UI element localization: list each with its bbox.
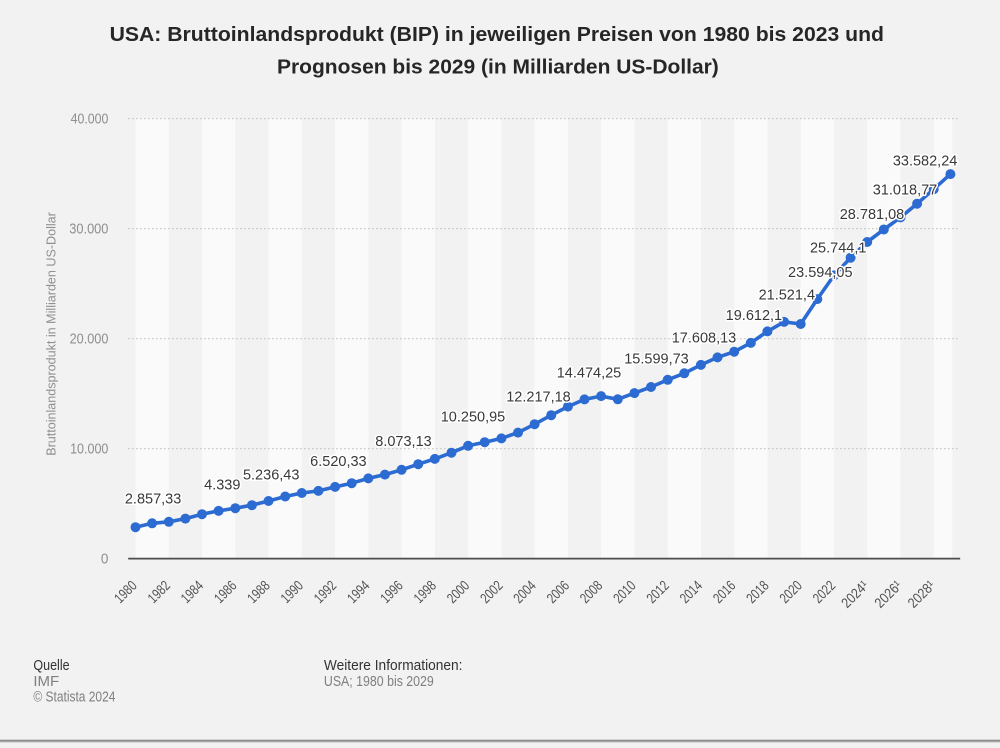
svg-text:USA: Bruttoinlandsprodukt (BIP: USA: Bruttoinlandsprodukt (BIP) in jewei… <box>110 24 884 46</box>
svg-text:25.744,1: 25.744,1 <box>810 241 866 257</box>
svg-text:14.474,25: 14.474,25 <box>557 366 622 382</box>
svg-text:19.612,1: 19.612,1 <box>726 308 782 324</box>
svg-text:33.582,24: 33.582,24 <box>893 154 958 170</box>
svg-text:31.018,77: 31.018,77 <box>873 183 938 199</box>
svg-text:Prognosen bis 2029 (in Milliar: Prognosen bis 2029 (in Milliarden US-Dol… <box>277 57 719 79</box>
svg-text:23.594,05: 23.594,05 <box>788 265 853 281</box>
svg-text:40.000: 40.000 <box>71 112 109 128</box>
svg-text:21.521,4: 21.521,4 <box>759 288 815 304</box>
svg-text:IMF: IMF <box>33 674 59 690</box>
svg-text:Quelle: Quelle <box>33 658 69 674</box>
svg-text:10.000: 10.000 <box>70 442 108 458</box>
svg-text:8.073,13: 8.073,13 <box>375 434 431 450</box>
svg-text:Weitere Informationen:: Weitere Informationen: <box>324 658 463 674</box>
svg-text:28.781,08: 28.781,08 <box>840 207 905 223</box>
svg-text:15.599,73: 15.599,73 <box>624 352 689 368</box>
svg-text:6.520,33: 6.520,33 <box>310 454 366 470</box>
svg-text:© Statista 2024: © Statista 2024 <box>33 689 115 705</box>
svg-text:0: 0 <box>101 552 109 568</box>
svg-text:30.000: 30.000 <box>69 222 108 238</box>
svg-text:17.608,13: 17.608,13 <box>672 331 737 347</box>
svg-text:20.000: 20.000 <box>70 332 109 348</box>
svg-text:5.236,43: 5.236,43 <box>243 468 299 484</box>
svg-text:10.250,95: 10.250,95 <box>441 410 506 426</box>
svg-text:2.857,33: 2.857,33 <box>125 491 181 507</box>
svg-text:12.217,18: 12.217,18 <box>506 390 571 406</box>
svg-text:USA; 1980 bis 2029: USA; 1980 bis 2029 <box>324 674 434 690</box>
svg-text:4.339: 4.339 <box>204 478 240 494</box>
svg-text:Bruttoinlandsprodukt in Millia: Bruttoinlandsprodukt in Milliarden US-Do… <box>45 212 59 456</box>
